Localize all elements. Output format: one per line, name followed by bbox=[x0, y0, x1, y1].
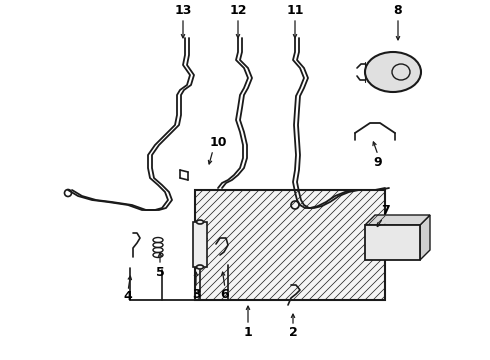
Text: 8: 8 bbox=[393, 4, 402, 17]
Text: 9: 9 bbox=[374, 156, 382, 168]
Text: 7: 7 bbox=[381, 203, 390, 216]
Bar bbox=[365, 225, 420, 260]
Text: 4: 4 bbox=[123, 291, 132, 303]
Text: 11: 11 bbox=[286, 4, 304, 17]
Bar bbox=[193, 222, 207, 267]
Bar bbox=[195, 190, 385, 300]
Ellipse shape bbox=[196, 265, 203, 269]
Text: 1: 1 bbox=[244, 325, 252, 338]
Text: 2: 2 bbox=[289, 325, 297, 338]
Polygon shape bbox=[365, 215, 430, 225]
Text: 10: 10 bbox=[209, 136, 227, 149]
Text: 5: 5 bbox=[156, 266, 164, 279]
Polygon shape bbox=[420, 215, 430, 260]
Text: 12: 12 bbox=[229, 4, 247, 17]
Ellipse shape bbox=[196, 220, 203, 224]
Text: 6: 6 bbox=[220, 288, 229, 302]
Text: 13: 13 bbox=[174, 4, 192, 17]
Text: 3: 3 bbox=[192, 288, 200, 302]
Ellipse shape bbox=[365, 52, 421, 92]
